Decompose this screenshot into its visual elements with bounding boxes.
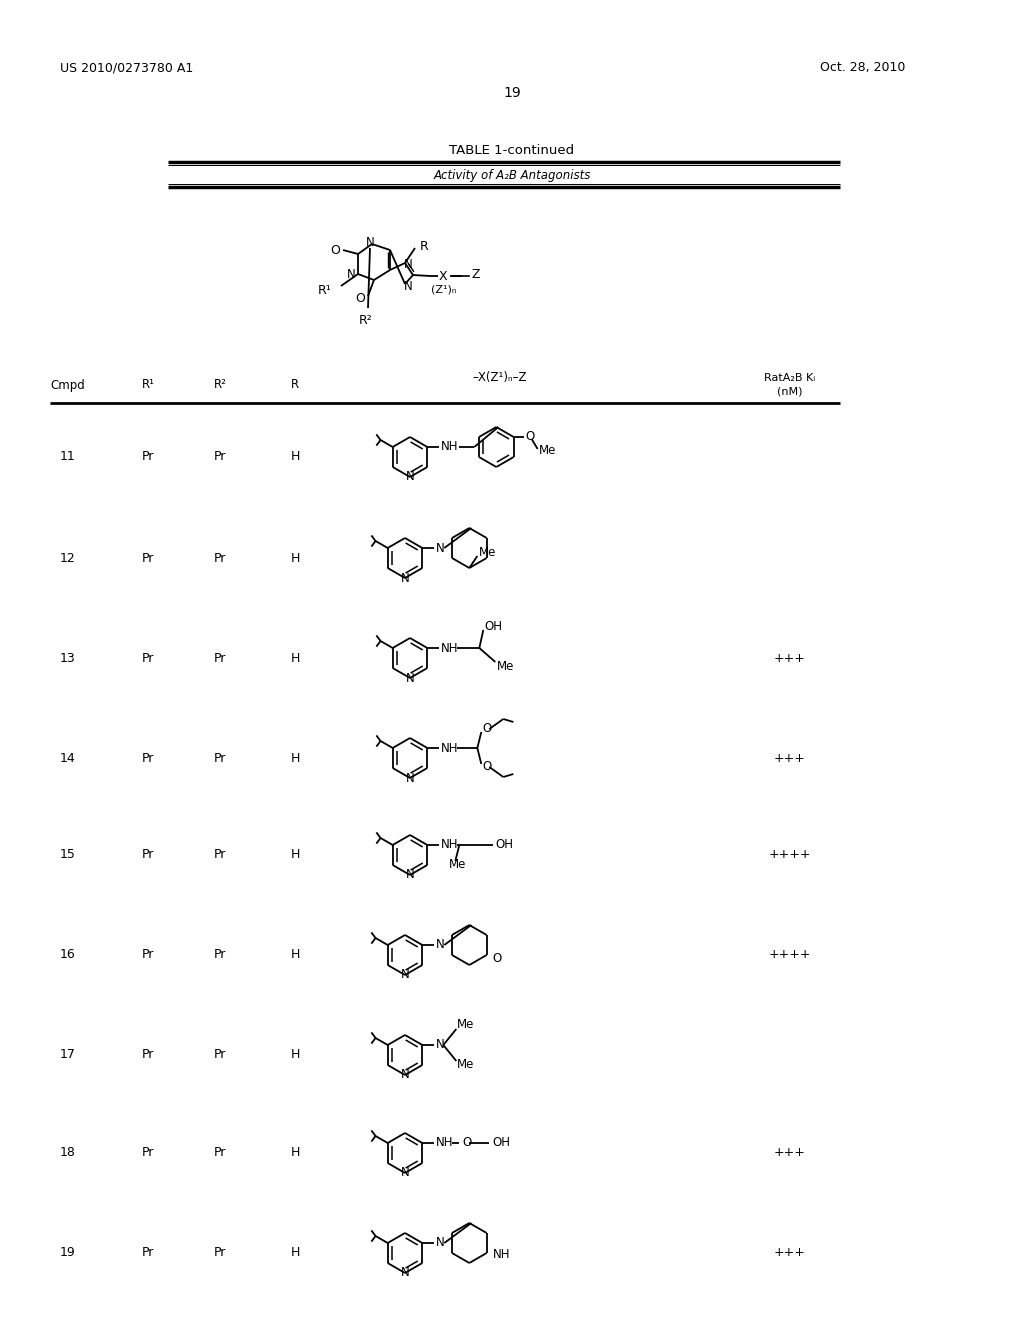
Text: +++: +++ [774,1246,806,1259]
Text: O: O [355,292,365,305]
Text: O: O [462,1137,472,1150]
Text: Z: Z [472,268,480,281]
Text: TABLE 1-continued: TABLE 1-continued [450,144,574,157]
Text: N: N [403,280,413,293]
Text: Pr: Pr [141,552,155,565]
Text: H: H [291,751,300,764]
Text: N: N [400,1266,410,1279]
Text: N: N [366,236,375,249]
Text: Cmpd: Cmpd [50,379,85,392]
Text: O: O [482,760,492,774]
Text: (Z¹)ₙ: (Z¹)ₙ [431,285,457,294]
Text: O: O [482,722,492,735]
Text: H: H [291,450,300,463]
Text: NH: NH [493,1249,510,1262]
Text: 19: 19 [503,86,521,100]
Text: Pr: Pr [141,652,155,664]
Text: +++: +++ [774,751,806,764]
Text: (nM): (nM) [777,387,803,397]
Text: 19: 19 [60,1246,76,1259]
Text: Pr: Pr [141,1246,155,1259]
Text: US 2010/0273780 A1: US 2010/0273780 A1 [60,62,194,74]
Text: R: R [291,379,299,392]
Text: Pr: Pr [214,949,226,961]
Text: H: H [291,1048,300,1061]
Text: NH: NH [436,1137,454,1150]
Text: RatA₂B Kᵢ: RatA₂B Kᵢ [764,374,816,383]
Text: Pr: Pr [214,751,226,764]
Text: N: N [436,1039,445,1052]
Text: OH: OH [484,619,503,632]
Text: X: X [439,269,447,282]
Text: N: N [400,572,410,585]
Text: –X(Z¹)ₙ–Z: –X(Z¹)ₙ–Z [473,371,527,384]
Text: O: O [525,430,535,444]
Text: R²: R² [214,379,226,392]
Text: 13: 13 [60,652,76,664]
Text: Me: Me [539,445,556,458]
Text: H: H [291,652,300,664]
Text: NH: NH [441,838,459,851]
Text: Pr: Pr [141,450,155,463]
Text: Me: Me [458,1059,475,1072]
Text: N: N [436,939,445,952]
Text: 11: 11 [60,450,76,463]
Text: N: N [347,268,355,281]
Text: Oct. 28, 2010: Oct. 28, 2010 [820,62,905,74]
Text: Pr: Pr [214,1246,226,1259]
Text: NH: NH [441,441,459,454]
Text: ++++: ++++ [769,849,811,862]
Text: Pr: Pr [141,1048,155,1061]
Text: NH: NH [441,742,459,755]
Text: Pr: Pr [141,1147,155,1159]
Text: R²: R² [359,314,373,326]
Text: N: N [436,541,445,554]
Text: H: H [291,1246,300,1259]
Text: N: N [400,1068,410,1081]
Text: Pr: Pr [214,1048,226,1061]
Text: 17: 17 [60,1048,76,1061]
Text: N: N [400,1167,410,1180]
Text: 12: 12 [60,552,76,565]
Text: Me: Me [458,1019,475,1031]
Text: Me: Me [479,545,497,558]
Text: +++: +++ [774,652,806,664]
Text: Pr: Pr [214,1147,226,1159]
Text: R: R [420,239,429,252]
Text: Activity of A₂B Antagonists: Activity of A₂B Antagonists [433,169,591,182]
Text: 16: 16 [60,949,76,961]
Text: ++++: ++++ [769,949,811,961]
Text: R¹: R¹ [318,284,332,297]
Text: NH: NH [441,642,459,655]
Text: Me: Me [498,660,515,672]
Text: Pr: Pr [214,849,226,862]
Text: H: H [291,1147,300,1159]
Text: Pr: Pr [141,751,155,764]
Text: Pr: Pr [214,450,226,463]
Text: H: H [291,849,300,862]
Text: O: O [330,243,340,256]
Text: 18: 18 [60,1147,76,1159]
Text: OH: OH [493,1137,510,1150]
Text: N: N [406,771,415,784]
Text: OH: OH [496,838,513,851]
Text: H: H [291,949,300,961]
Text: H: H [291,552,300,565]
Text: Pr: Pr [214,652,226,664]
Text: N: N [406,869,415,882]
Text: N: N [406,470,415,483]
Text: N: N [406,672,415,685]
Text: N: N [436,1237,445,1250]
Text: Pr: Pr [214,552,226,565]
Text: R¹: R¹ [141,379,155,392]
Text: Me: Me [450,858,467,871]
Text: Pr: Pr [141,849,155,862]
Text: Pr: Pr [141,949,155,961]
Text: 15: 15 [60,849,76,862]
Text: +++: +++ [774,1147,806,1159]
Text: N: N [403,257,413,271]
Text: O: O [493,953,502,965]
Text: 14: 14 [60,751,76,764]
Text: N: N [400,969,410,982]
